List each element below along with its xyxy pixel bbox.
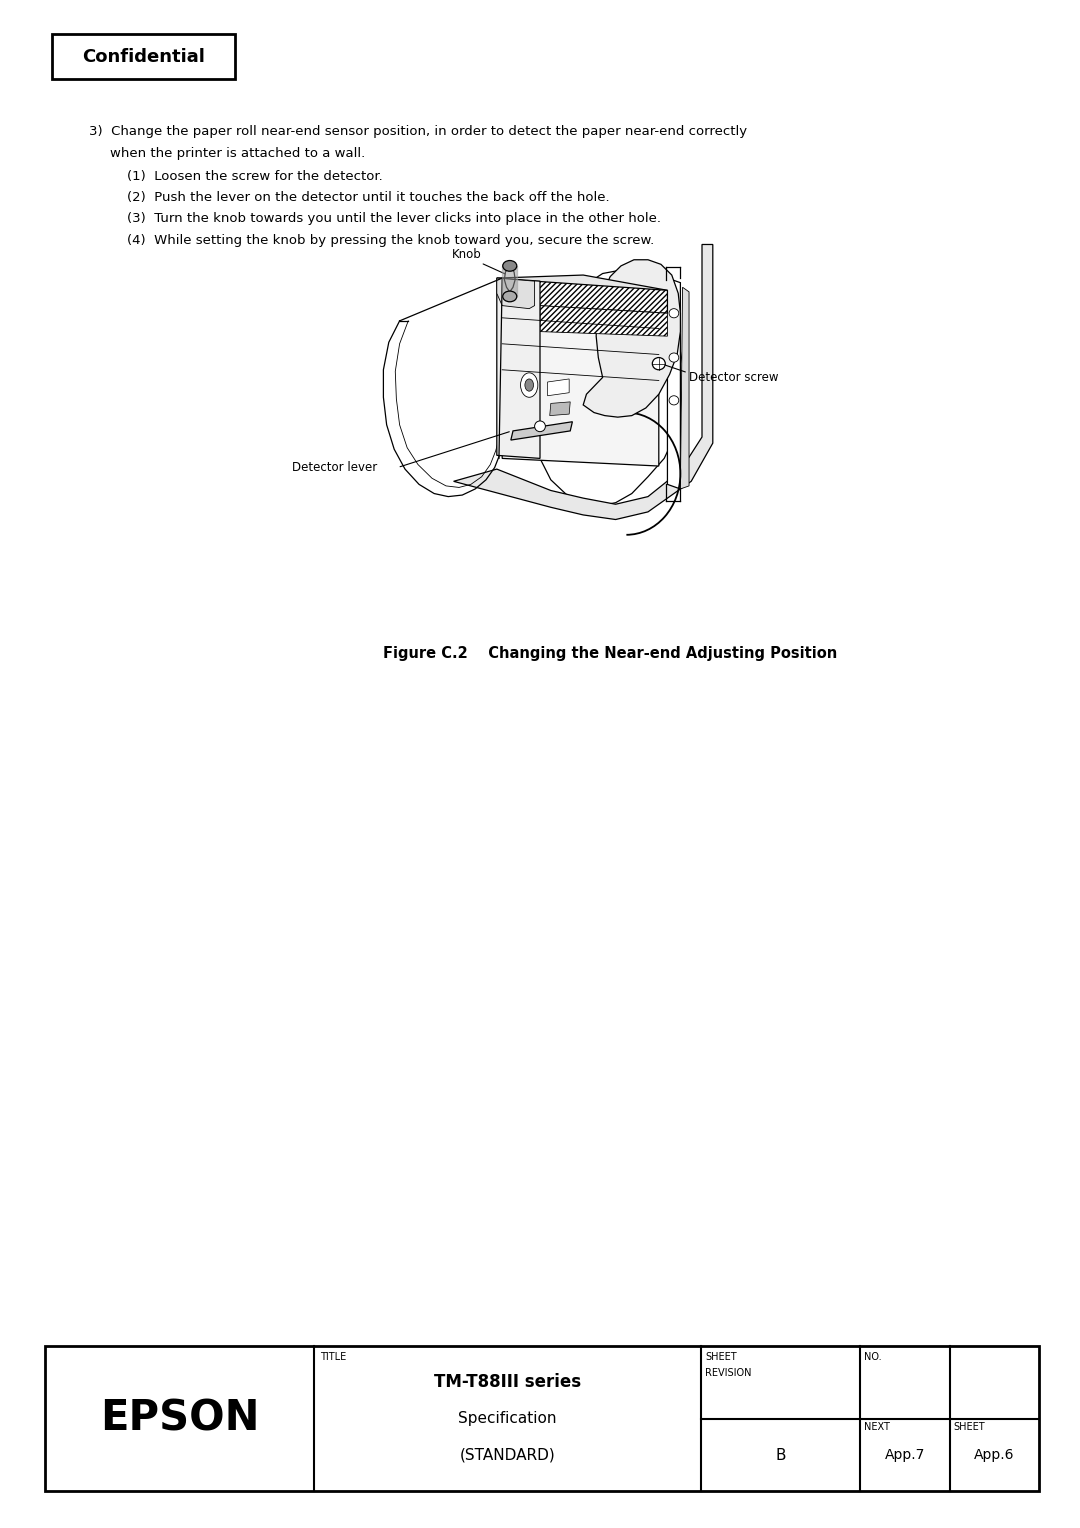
Polygon shape: [511, 422, 572, 440]
Text: NO.: NO.: [864, 1352, 882, 1363]
Text: Confidential: Confidential: [82, 47, 205, 66]
Ellipse shape: [652, 358, 665, 370]
Circle shape: [521, 373, 538, 397]
Text: Detector lever: Detector lever: [292, 461, 377, 474]
Ellipse shape: [669, 309, 678, 318]
Text: App.6: App.6: [974, 1449, 1014, 1462]
Ellipse shape: [503, 260, 516, 272]
Circle shape: [525, 379, 534, 391]
Text: (STANDARD): (STANDARD): [459, 1447, 555, 1462]
Text: EPSON: EPSON: [99, 1398, 259, 1439]
Text: App.7: App.7: [885, 1449, 924, 1462]
Bar: [45, 1346, 1039, 1491]
Ellipse shape: [535, 422, 545, 431]
Polygon shape: [535, 281, 667, 313]
Polygon shape: [583, 260, 680, 417]
Text: TITLE: TITLE: [320, 1352, 347, 1363]
Polygon shape: [667, 278, 680, 489]
Text: Knob: Knob: [451, 248, 482, 261]
Polygon shape: [502, 293, 659, 466]
Polygon shape: [497, 278, 540, 458]
Text: Detector screw: Detector screw: [689, 371, 779, 384]
Polygon shape: [529, 270, 683, 506]
Polygon shape: [454, 244, 713, 520]
Text: REVISION: REVISION: [705, 1368, 752, 1378]
Polygon shape: [497, 275, 667, 293]
Text: Specification: Specification: [458, 1412, 556, 1426]
Polygon shape: [540, 306, 667, 336]
Text: when the printer is attached to a wall.: when the printer is attached to a wall.: [110, 147, 365, 160]
Text: TM-T88III series: TM-T88III series: [434, 1374, 581, 1392]
Text: SHEET: SHEET: [954, 1421, 985, 1432]
Text: (1)  Loosen the screw for the detector.: (1) Loosen the screw for the detector.: [127, 170, 383, 183]
Text: B: B: [775, 1447, 786, 1462]
Ellipse shape: [503, 290, 516, 301]
Polygon shape: [550, 402, 570, 416]
Ellipse shape: [669, 396, 678, 405]
Bar: [52, 34, 235, 79]
Polygon shape: [680, 287, 689, 489]
Text: (3)  Turn the knob towards you until the lever clicks into place in the other ho: (3) Turn the knob towards you until the …: [127, 212, 661, 226]
Text: NEXT: NEXT: [864, 1421, 890, 1432]
Polygon shape: [497, 278, 535, 309]
Text: (2)  Push the lever on the detector until it touches the back off the hole.: (2) Push the lever on the detector until…: [127, 191, 610, 205]
Text: 3)  Change the paper roll near-end sensor position, in order to detect the paper: 3) Change the paper roll near-end sensor…: [89, 125, 746, 139]
Ellipse shape: [669, 353, 678, 362]
Polygon shape: [548, 379, 569, 396]
Text: (4)  While setting the knob by pressing the knob toward you, secure the screw.: (4) While setting the knob by pressing t…: [127, 234, 654, 248]
Text: SHEET: SHEET: [705, 1352, 737, 1363]
Text: Figure C.2    Changing the Near-end Adjusting Position: Figure C.2 Changing the Near-end Adjusti…: [383, 646, 838, 662]
